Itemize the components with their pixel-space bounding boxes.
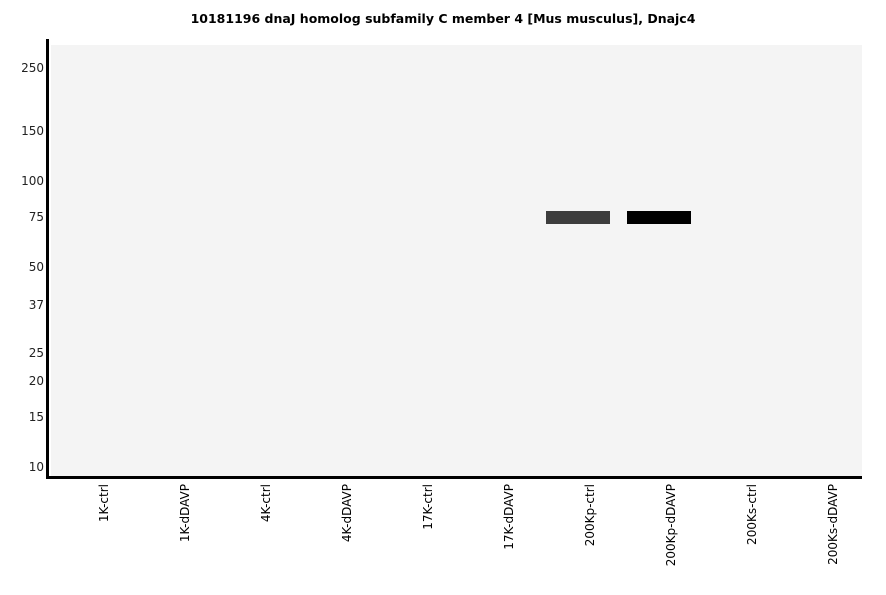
y-tick-label: 250	[21, 60, 44, 75]
y-tick-label: 20	[28, 373, 44, 388]
x-tick-label: 4K-ctrl	[258, 484, 273, 523]
x-tick-label: 200Ks-dDAVP	[826, 484, 841, 565]
protein-band	[627, 211, 692, 224]
x-axis-line	[46, 476, 862, 479]
y-tick-label: 37	[28, 297, 44, 312]
plot-area	[51, 45, 862, 476]
y-tick-label: 15	[28, 409, 44, 424]
y-tick-label: 50	[28, 260, 44, 275]
chart-title: 10181196 dnaJ homolog subfamily C member…	[190, 11, 696, 26]
x-tick-label: 200Ks-ctrl	[745, 484, 760, 545]
y-tick-label: 10	[28, 460, 44, 474]
x-tick-label: 17K-dDAVP	[502, 484, 517, 550]
x-tick-label: 1K-dDAVP	[177, 484, 192, 543]
y-axis-line	[46, 39, 49, 479]
x-tick-label: 1K-ctrl	[96, 484, 111, 523]
x-tick-label: 17K-ctrl	[420, 484, 435, 530]
y-axis-tick-labels: 250 150 100 75 50 37 25 20 15 10	[0, 0, 44, 595]
x-tick-label: 200Kp-dDAVP	[664, 484, 679, 567]
y-tick-label: 75	[28, 210, 44, 224]
x-tick-label: 200Kp-ctrl	[583, 484, 598, 547]
y-tick-label: 100	[21, 174, 44, 189]
protein-band	[546, 211, 611, 224]
y-tick-label: 25	[28, 346, 44, 361]
x-tick-label: 4K-dDAVP	[339, 484, 354, 543]
y-tick-label: 150	[21, 124, 44, 138]
